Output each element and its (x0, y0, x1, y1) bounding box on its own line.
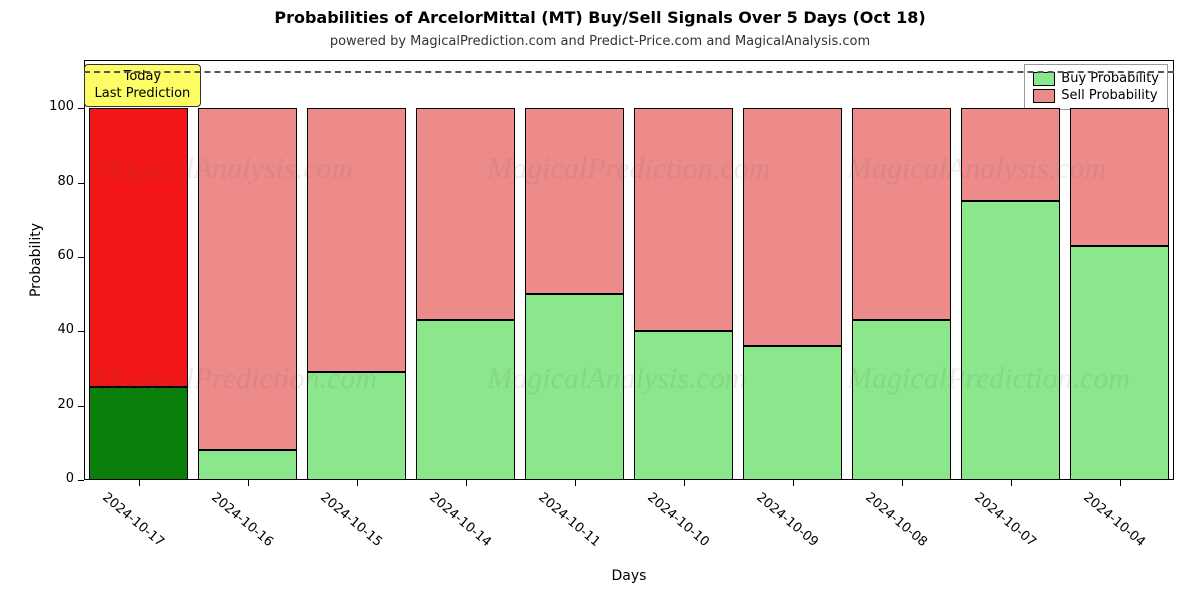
bar-buy (89, 387, 187, 480)
ytick-label: 100 (40, 99, 74, 114)
bar-sell (743, 108, 841, 346)
bar-sell (1070, 108, 1168, 246)
ytick-label: 40 (40, 322, 74, 337)
bar-buy (1070, 246, 1168, 480)
bar-sell (961, 108, 1059, 201)
xtick-label: 2024-10-17 (99, 490, 167, 550)
bar-buy (525, 294, 623, 480)
xtick-label: 2024-10-10 (644, 490, 712, 550)
ytick-label: 80 (40, 174, 74, 189)
xtick-label: 2024-10-16 (208, 490, 276, 550)
xtick-mark (1120, 480, 1121, 486)
xtick-mark (357, 480, 358, 486)
bar-sell (198, 108, 296, 450)
xtick-mark (139, 480, 140, 486)
xtick-mark (1011, 480, 1012, 486)
bar-buy (307, 372, 405, 480)
xtick-mark (793, 480, 794, 486)
ytick-mark (78, 183, 84, 184)
bar-sell (307, 108, 405, 372)
bar-buy (852, 320, 950, 480)
xtick-label: 2024-10-07 (971, 490, 1039, 550)
ytick-mark (78, 331, 84, 332)
xtick-label: 2024-10-09 (753, 490, 821, 550)
ytick-mark (78, 257, 84, 258)
bar-sell (852, 108, 950, 320)
ytick-mark (78, 406, 84, 407)
legend-swatch-buy (1033, 72, 1055, 86)
xtick-label: 2024-10-11 (535, 490, 603, 550)
legend-swatch-sell (1033, 89, 1055, 103)
ytick-label: 20 (40, 397, 74, 412)
xtick-label: 2024-10-08 (862, 490, 930, 550)
x-axis-label: Days (84, 568, 1174, 584)
bar-buy (416, 320, 514, 480)
xtick-mark (248, 480, 249, 486)
legend-item-buy: Buy Probability (1033, 71, 1159, 86)
ytick-label: 0 (40, 471, 74, 486)
bar-sell (416, 108, 514, 320)
legend-label-sell: Sell Probability (1061, 88, 1157, 103)
bar-buy (743, 346, 841, 480)
xtick-mark (902, 480, 903, 486)
bar-sell (634, 108, 732, 331)
xtick-mark (684, 480, 685, 486)
bar-buy (961, 201, 1059, 480)
xtick-label: 2024-10-15 (317, 490, 385, 550)
ytick-label: 60 (40, 248, 74, 263)
xtick-label: 2024-10-04 (1080, 490, 1148, 550)
chart-subtitle: powered by MagicalPrediction.com and Pre… (0, 34, 1200, 49)
bar-sell (89, 108, 187, 387)
ytick-mark (78, 480, 84, 481)
xtick-mark (575, 480, 576, 486)
chart-title: Probabilities of ArcelorMittal (MT) Buy/… (0, 8, 1200, 27)
xtick-label: 2024-10-14 (426, 490, 494, 550)
reference-line (84, 71, 1174, 73)
chart-container: Probabilities of ArcelorMittal (MT) Buy/… (0, 0, 1200, 600)
annotation-line2: Last Prediction (95, 86, 191, 102)
legend-item-sell: Sell Probability (1033, 88, 1159, 103)
legend-label-buy: Buy Probability (1061, 71, 1159, 86)
bar-sell (525, 108, 623, 294)
ytick-mark (78, 108, 84, 109)
xtick-mark (466, 480, 467, 486)
bar-buy (634, 331, 732, 480)
bar-buy (198, 450, 296, 480)
